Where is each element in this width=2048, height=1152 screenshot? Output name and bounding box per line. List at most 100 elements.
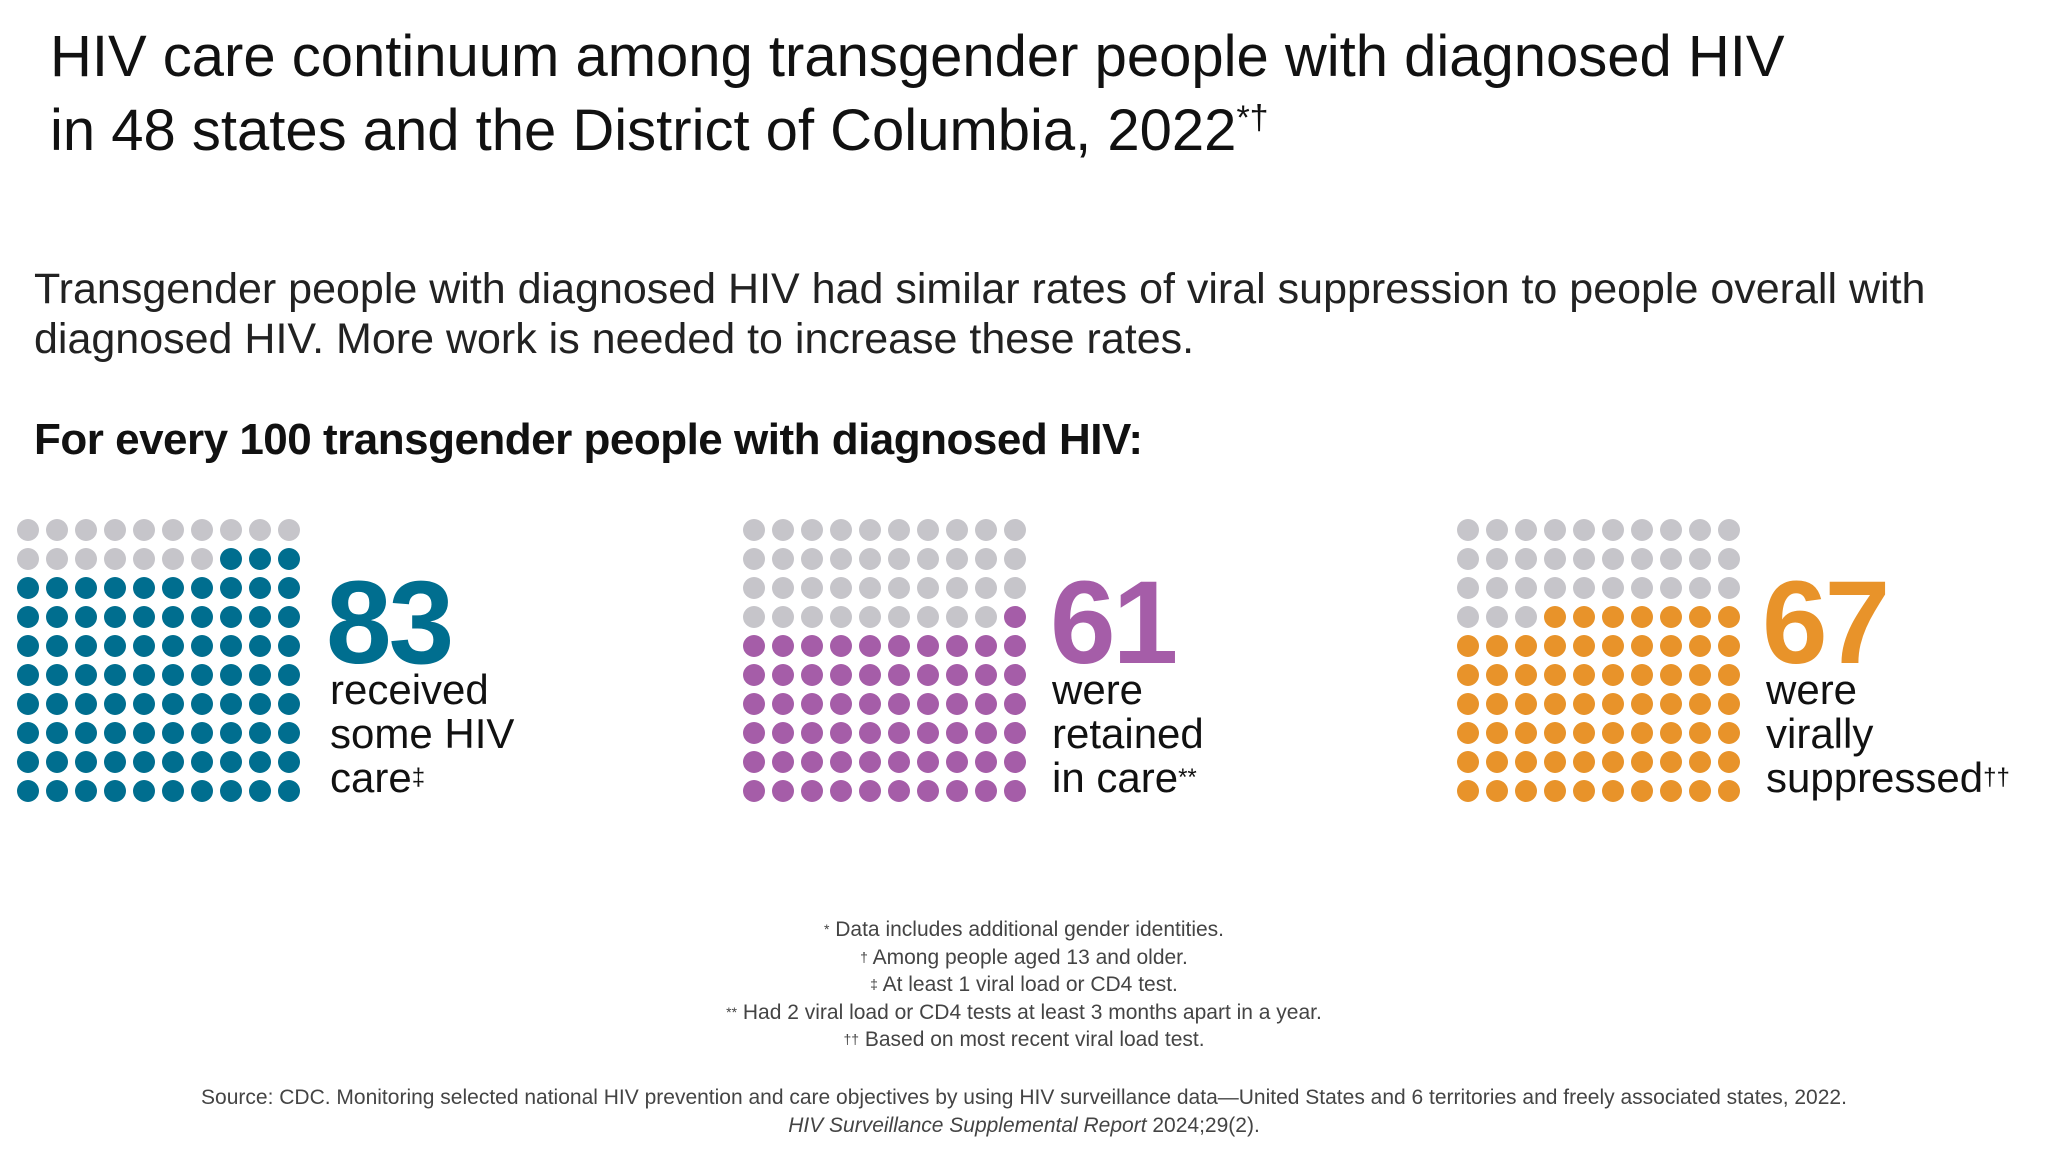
waffle-dot-filled: [946, 780, 968, 802]
waffle-dot-filled: [46, 722, 68, 744]
waffle-dot-empty: [133, 519, 155, 541]
source-citation: Source: CDC. Monitoring selected nationa…: [124, 1084, 1924, 1140]
waffle-dot-empty: [888, 606, 910, 628]
waffle-dot-empty: [1544, 577, 1566, 599]
waffle-dot-empty: [917, 519, 939, 541]
waffle-dot-filled: [772, 722, 794, 744]
waffle-dot-empty: [46, 519, 68, 541]
waffle-dot-empty: [191, 548, 213, 570]
waffle-dot-filled: [46, 606, 68, 628]
waffle-dot-filled: [162, 635, 184, 657]
waffle-dot-filled: [75, 577, 97, 599]
waffle-dot-empty: [1631, 548, 1653, 570]
waffle-dot-filled: [772, 780, 794, 802]
footnote-2-text: Among people aged 13 and older.: [867, 945, 1188, 969]
waffle-dot-empty: [1631, 577, 1653, 599]
waffle-dot-empty: [859, 548, 881, 570]
waffle-dot-filled: [104, 780, 126, 802]
footnote-4: ** Had 2 viral load or CD4 tests at leas…: [524, 999, 1524, 1027]
waffle-dot-empty: [1486, 519, 1508, 541]
waffle-dot-filled: [1718, 751, 1740, 773]
footnote-2-mark: †: [860, 948, 868, 965]
waffle-dot-filled: [133, 664, 155, 686]
waffle-dot-filled: [133, 751, 155, 773]
waffle-dot-empty: [975, 519, 997, 541]
waffle-dot-filled: [1486, 751, 1508, 773]
waffle-dot-filled: [278, 693, 300, 715]
stat-value-suppressed: 67: [1762, 557, 1890, 689]
waffle-dot-empty: [830, 548, 852, 570]
waffle-dot-filled: [1457, 635, 1479, 657]
waffle-dot-filled: [743, 780, 765, 802]
waffle-dot-filled: [801, 751, 823, 773]
stat-label-retained: were retained in care**: [1052, 668, 1204, 800]
waffle-dot-filled: [220, 577, 242, 599]
waffle-dot-filled: [162, 606, 184, 628]
waffle-dot-empty: [801, 519, 823, 541]
waffle-dot-empty: [772, 606, 794, 628]
waffle-dot-filled: [1573, 751, 1595, 773]
waffle-dot-filled: [743, 664, 765, 686]
waffle-dot-filled: [830, 664, 852, 686]
stat-value-care: 83: [326, 557, 454, 689]
waffle-dot-empty: [946, 606, 968, 628]
waffle-dot-filled: [1602, 751, 1624, 773]
waffle-dot-filled: [1689, 722, 1711, 744]
waffle-dot-empty: [975, 577, 997, 599]
waffle-dot-empty: [1457, 519, 1479, 541]
footnote-5-mark: ††: [843, 1031, 860, 1047]
waffle-dot-empty: [162, 548, 184, 570]
waffle-dot-filled: [104, 722, 126, 744]
waffle-dot-filled: [859, 722, 881, 744]
title-line-2: in 48 states and the District of Columbi…: [50, 98, 1237, 163]
waffle-dot-empty: [46, 548, 68, 570]
waffle-panel-care: 83 received some HIV care‡: [14, 516, 534, 806]
waffle-dot-filled: [1004, 635, 1026, 657]
waffle-dot-filled: [1631, 664, 1653, 686]
waffle-dot-filled: [17, 722, 39, 744]
waffle-dot-filled: [104, 635, 126, 657]
waffle-dot-filled: [220, 780, 242, 802]
waffle-dot-filled: [191, 635, 213, 657]
waffle-dot-filled: [191, 722, 213, 744]
waffle-dot-filled: [1004, 606, 1026, 628]
waffle-dot-filled: [1631, 606, 1653, 628]
waffle-dot-filled: [1544, 606, 1566, 628]
waffle-dot-filled: [1660, 606, 1682, 628]
waffle-dot-empty: [1544, 519, 1566, 541]
waffle-panel-suppressed: 67 were virally suppressed††: [1454, 516, 2034, 806]
waffle-dot-filled: [888, 693, 910, 715]
waffle-dot-filled: [191, 664, 213, 686]
waffle-dot-filled: [75, 722, 97, 744]
waffle-dot-filled: [17, 606, 39, 628]
footnote-5: †† Based on most recent viral load test.: [524, 1026, 1524, 1054]
waffle-dot-filled: [1689, 693, 1711, 715]
waffle-dot-filled: [278, 780, 300, 802]
source-citation-detail: 2024;29(2).: [1146, 1114, 1260, 1137]
waffle-dot-filled: [162, 577, 184, 599]
waffle-dot-filled: [1544, 635, 1566, 657]
waffle-dot-empty: [1689, 548, 1711, 570]
waffle-dot-empty: [917, 577, 939, 599]
waffle-dot-filled: [859, 693, 881, 715]
waffle-dot-filled: [278, 722, 300, 744]
waffle-dot-filled: [278, 606, 300, 628]
waffle-dot-empty: [104, 519, 126, 541]
waffle-dot-filled: [801, 635, 823, 657]
waffle-dot-empty: [162, 519, 184, 541]
footnote-1: * Data includes additional gender identi…: [524, 916, 1524, 944]
waffle-dot-empty: [975, 548, 997, 570]
waffle-dot-filled: [249, 751, 271, 773]
waffle-dot-filled: [1660, 664, 1682, 686]
waffle-dot-empty: [830, 577, 852, 599]
chart-lead-text: For every 100 transgender people with di…: [34, 415, 1143, 464]
waffle-dot-filled: [104, 664, 126, 686]
waffle-dot-empty: [946, 519, 968, 541]
waffle-dot-filled: [133, 606, 155, 628]
waffle-dot-filled: [278, 577, 300, 599]
waffle-dot-filled: [249, 722, 271, 744]
waffle-dot-empty: [191, 519, 213, 541]
waffle-dot-filled: [1004, 751, 1026, 773]
stat-label-care: received some HIV care‡: [330, 668, 514, 800]
stat-label-suppressed-mark: ††: [1983, 764, 2010, 791]
